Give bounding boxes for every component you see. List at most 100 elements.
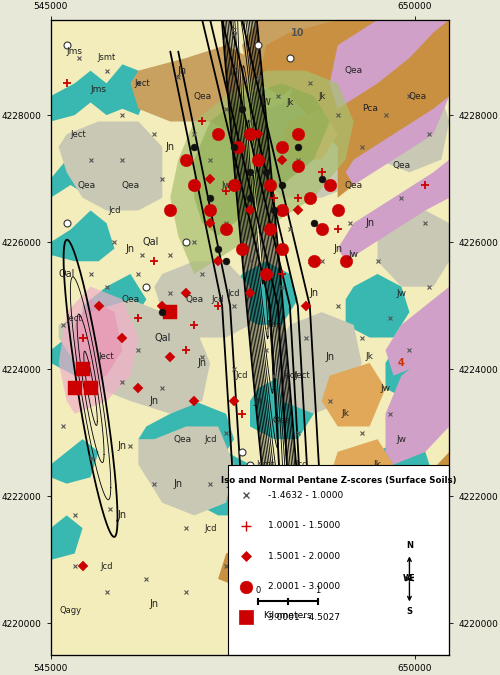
Text: Jcd: Jcd — [100, 562, 113, 571]
Bar — [228, 464, 450, 655]
Polygon shape — [258, 20, 378, 96]
Text: 1.0001 - 1.5000: 1.0001 - 1.5000 — [268, 521, 340, 530]
Polygon shape — [138, 401, 234, 464]
Text: Jn: Jn — [174, 479, 183, 489]
Text: Iso and Normal Pentane Z-scores (Surface Soils): Iso and Normal Pentane Z-scores (Surface… — [221, 476, 456, 485]
Text: Jw: Jw — [348, 250, 358, 259]
Text: Jmb: Jmb — [322, 543, 338, 551]
Text: Qea: Qea — [173, 435, 192, 443]
Text: Jsmt: Jsmt — [98, 53, 116, 63]
Polygon shape — [370, 439, 434, 503]
Text: Ject: Ject — [67, 314, 82, 323]
Text: Jn: Jn — [150, 396, 159, 406]
Polygon shape — [386, 287, 450, 375]
Text: Jcd: Jcd — [204, 435, 216, 443]
Text: Jcd: Jcd — [236, 371, 248, 380]
Text: Jms: Jms — [66, 47, 82, 56]
Text: Jrk: Jrk — [244, 479, 256, 488]
Text: Jcd: Jcd — [108, 206, 120, 215]
Text: Qea: Qea — [78, 180, 96, 190]
Text: Qal: Qal — [58, 269, 75, 279]
Text: Jk: Jk — [374, 460, 382, 469]
Polygon shape — [338, 159, 450, 261]
Text: 1: 1 — [315, 586, 320, 595]
Polygon shape — [234, 261, 298, 325]
Polygon shape — [242, 20, 338, 84]
Text: 1.5001 - 2.0000: 1.5001 - 2.0000 — [268, 551, 340, 560]
Polygon shape — [282, 109, 338, 159]
Polygon shape — [170, 71, 354, 274]
Text: Ject: Ject — [134, 79, 150, 88]
Text: Jcd: Jcd — [296, 460, 308, 469]
Text: Jn: Jn — [118, 510, 127, 520]
Polygon shape — [346, 96, 450, 185]
Text: S: S — [406, 608, 412, 616]
Polygon shape — [322, 363, 386, 427]
Polygon shape — [130, 45, 258, 122]
Text: Qea: Qea — [122, 180, 140, 190]
Text: Jn: Jn — [198, 358, 206, 368]
Text: JW: JW — [260, 98, 272, 107]
Polygon shape — [50, 211, 114, 261]
Text: Jn: Jn — [365, 218, 374, 228]
Polygon shape — [50, 147, 122, 198]
Polygon shape — [330, 20, 450, 109]
Polygon shape — [154, 261, 250, 338]
Polygon shape — [386, 338, 450, 464]
Text: Qea: Qea — [193, 92, 211, 101]
Polygon shape — [194, 84, 330, 236]
Polygon shape — [50, 439, 98, 483]
Text: Jk: Jk — [342, 409, 349, 418]
Text: Qea: Qea — [344, 66, 362, 75]
Text: Qea: Qea — [344, 180, 362, 190]
Text: Jsmt: Jsmt — [257, 460, 275, 469]
Text: Jcd: Jcd — [204, 524, 216, 533]
Text: 10: 10 — [291, 28, 304, 38]
Text: 0: 0 — [256, 586, 260, 595]
Polygon shape — [210, 96, 258, 134]
Text: Jms: Jms — [226, 479, 242, 488]
Polygon shape — [258, 96, 362, 198]
Text: Jms: Jms — [266, 321, 281, 329]
Text: Ject: Ject — [71, 130, 86, 138]
Polygon shape — [370, 84, 450, 172]
Polygon shape — [50, 516, 82, 560]
Text: Jn: Jn — [333, 244, 342, 254]
Text: Jcd: Jcd — [308, 562, 320, 571]
Text: Jcd: Jcd — [212, 295, 224, 304]
Polygon shape — [218, 541, 266, 591]
Text: Jk: Jk — [366, 352, 374, 361]
Text: Jms: Jms — [258, 543, 274, 551]
Text: Jn: Jn — [178, 65, 187, 76]
Polygon shape — [274, 312, 362, 414]
Polygon shape — [58, 122, 162, 211]
Text: Kilometers: Kilometers — [264, 611, 312, 620]
Text: Qagy: Qagy — [60, 606, 82, 615]
Polygon shape — [330, 452, 450, 655]
Text: Jms: Jms — [370, 524, 385, 533]
Text: Ject: Ject — [98, 352, 114, 361]
Polygon shape — [138, 427, 234, 516]
Text: Qea: Qea — [408, 92, 426, 101]
Text: Ject: Ject — [282, 371, 298, 380]
Polygon shape — [178, 452, 258, 516]
Text: Jn: Jn — [126, 244, 135, 254]
Text: Jw: Jw — [380, 384, 390, 393]
Text: Qea: Qea — [122, 295, 140, 304]
Polygon shape — [330, 439, 394, 503]
Polygon shape — [346, 274, 410, 338]
Text: 5: 5 — [230, 28, 237, 38]
Polygon shape — [290, 20, 450, 198]
Text: Qdl: Qdl — [235, 492, 249, 501]
Text: E: E — [408, 574, 414, 583]
Polygon shape — [50, 64, 146, 122]
Text: Jcd: Jcd — [276, 511, 288, 520]
Text: Jn: Jn — [325, 352, 334, 362]
Text: Qea: Qea — [392, 161, 410, 171]
Text: Jcd: Jcd — [284, 587, 296, 596]
Polygon shape — [50, 312, 170, 388]
Text: Jms: Jms — [354, 574, 369, 583]
Polygon shape — [58, 287, 138, 414]
Text: 2.0001 - 3.0000: 2.0001 - 3.0000 — [268, 582, 340, 591]
Text: Jcd: Jcd — [324, 492, 336, 501]
